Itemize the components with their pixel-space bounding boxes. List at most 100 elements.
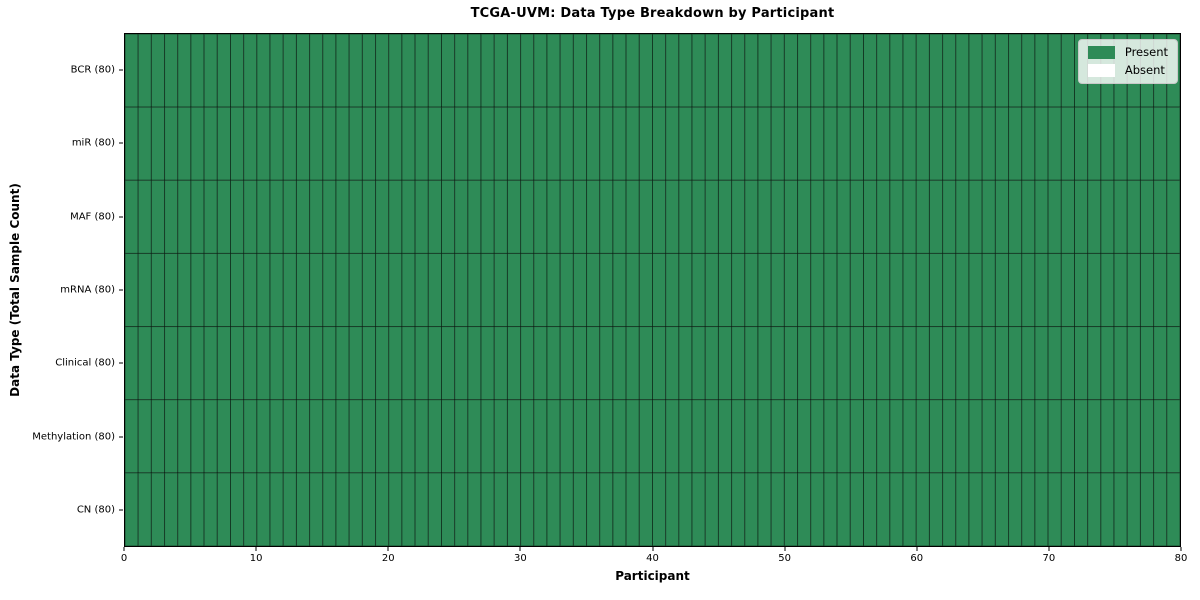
y-tick-label: mRNA (80) xyxy=(60,284,115,296)
heatmap-cell xyxy=(836,179,851,254)
heatmap-cell xyxy=(520,399,535,474)
heatmap-cell xyxy=(137,252,152,328)
heatmap-cell xyxy=(375,106,390,181)
heatmap-cell xyxy=(454,179,469,254)
heatmap-cell xyxy=(928,252,944,328)
heatmap-cell xyxy=(282,326,297,401)
heatmap-cell xyxy=(994,326,1010,401)
heatmap-cell xyxy=(441,326,456,401)
heatmap-cell xyxy=(981,106,996,181)
heatmap-cell xyxy=(243,106,258,181)
heatmap-cell xyxy=(388,106,403,181)
heatmap-cell xyxy=(797,179,812,254)
heatmap-cell xyxy=(836,106,851,181)
heatmap-cell xyxy=(1021,326,1036,401)
heatmap-cell xyxy=(770,326,785,401)
heatmap-cell xyxy=(968,106,983,181)
heatmap-cell xyxy=(876,252,891,328)
heatmap-cell xyxy=(757,326,772,401)
heatmap-cell xyxy=(203,106,218,181)
heatmap-cell xyxy=(467,326,482,401)
heatmap-cell xyxy=(1060,106,1075,181)
x-tick-mark xyxy=(255,547,257,551)
heatmap-cell xyxy=(335,106,350,181)
heatmap-cell xyxy=(665,326,680,401)
heatmap-cell xyxy=(137,472,152,546)
heatmap-cell xyxy=(691,34,706,108)
heatmap-cell xyxy=(454,106,469,181)
heatmap-cell xyxy=(243,326,258,401)
heatmap-cell xyxy=(1087,252,1102,328)
heatmap-cell xyxy=(665,106,680,181)
heatmap-cell xyxy=(546,326,561,401)
heatmap-cell xyxy=(599,399,614,474)
heatmap-cell xyxy=(335,34,350,108)
heatmap-cell xyxy=(1034,252,1049,328)
heatmap-cell xyxy=(612,106,627,181)
heatmap-cell xyxy=(441,252,456,328)
heatmap-cell xyxy=(823,106,838,181)
x-tick-label: 70 xyxy=(1042,553,1056,564)
legend: Present Absent xyxy=(1077,39,1178,84)
heatmap-cell xyxy=(625,106,640,181)
heatmap-cell xyxy=(295,399,311,474)
heatmap-cell xyxy=(1153,179,1168,254)
heatmap-cell xyxy=(915,34,930,108)
heatmap-cell xyxy=(375,34,390,108)
heatmap-cell xyxy=(1139,472,1155,546)
heatmap-cell xyxy=(1021,399,1036,474)
heatmap-cell xyxy=(1008,399,1023,474)
heatmap-cell xyxy=(467,106,482,181)
heatmap-cell xyxy=(1047,399,1062,474)
heatmap-cell xyxy=(137,34,152,108)
heatmap-cell xyxy=(243,472,258,546)
heatmap-cell xyxy=(295,179,311,254)
heatmap-cell xyxy=(177,34,192,108)
heatmap-cell xyxy=(731,179,746,254)
heatmap-cell xyxy=(652,399,667,474)
heatmap-cell xyxy=(348,472,363,546)
heatmap-cell xyxy=(309,179,324,254)
y-axis-ticks: BCR (80) miR (80) MAF (80) mRNA (80) Clinica… xyxy=(0,33,124,547)
chart-title: TCGA-UVM: Data Type Breakdown by Partici… xyxy=(470,6,835,21)
heatmap-cell xyxy=(731,326,746,401)
heatmap-cell xyxy=(269,399,284,474)
heatmap-cell xyxy=(612,34,627,108)
heatmap-cell xyxy=(928,106,944,181)
heatmap-cell xyxy=(889,472,904,546)
heatmap-cell xyxy=(863,106,878,181)
heatmap-cell xyxy=(1126,399,1141,474)
heatmap-cell xyxy=(361,179,377,254)
heatmap-cell xyxy=(810,179,825,254)
heatmap-cell xyxy=(1008,34,1023,108)
heatmap-cell xyxy=(150,472,166,546)
heatmap-cell xyxy=(533,252,548,328)
heatmap-cell xyxy=(427,326,442,401)
heatmap-cell xyxy=(572,34,588,108)
heatmap-cell xyxy=(625,326,640,401)
heatmap-cell xyxy=(678,34,693,108)
heatmap-cell xyxy=(942,34,957,108)
heatmap-cell xyxy=(942,399,957,474)
heatmap-cell xyxy=(559,179,574,254)
heatmap-cell xyxy=(665,399,680,474)
heatmap-cell xyxy=(230,179,245,254)
heatmap-cell xyxy=(691,106,706,181)
heatmap-cell xyxy=(125,252,139,328)
heatmap-cell xyxy=(282,34,297,108)
y-tick-mark xyxy=(119,436,123,438)
heatmap-cell xyxy=(942,326,957,401)
heatmap-cell xyxy=(1100,179,1115,254)
heatmap-cell xyxy=(427,399,442,474)
heatmap-cell xyxy=(414,252,429,328)
heatmap-cell xyxy=(652,179,667,254)
heatmap-cell xyxy=(1074,326,1089,401)
heatmap-cell xyxy=(572,472,588,546)
heatmap-cell xyxy=(1047,252,1062,328)
heatmap-cell xyxy=(797,106,812,181)
heatmap-cell xyxy=(546,106,561,181)
heatmap-cell xyxy=(401,252,416,328)
heatmap-cell xyxy=(388,252,403,328)
heatmap-cell xyxy=(797,34,812,108)
heatmap-cell xyxy=(1008,106,1023,181)
